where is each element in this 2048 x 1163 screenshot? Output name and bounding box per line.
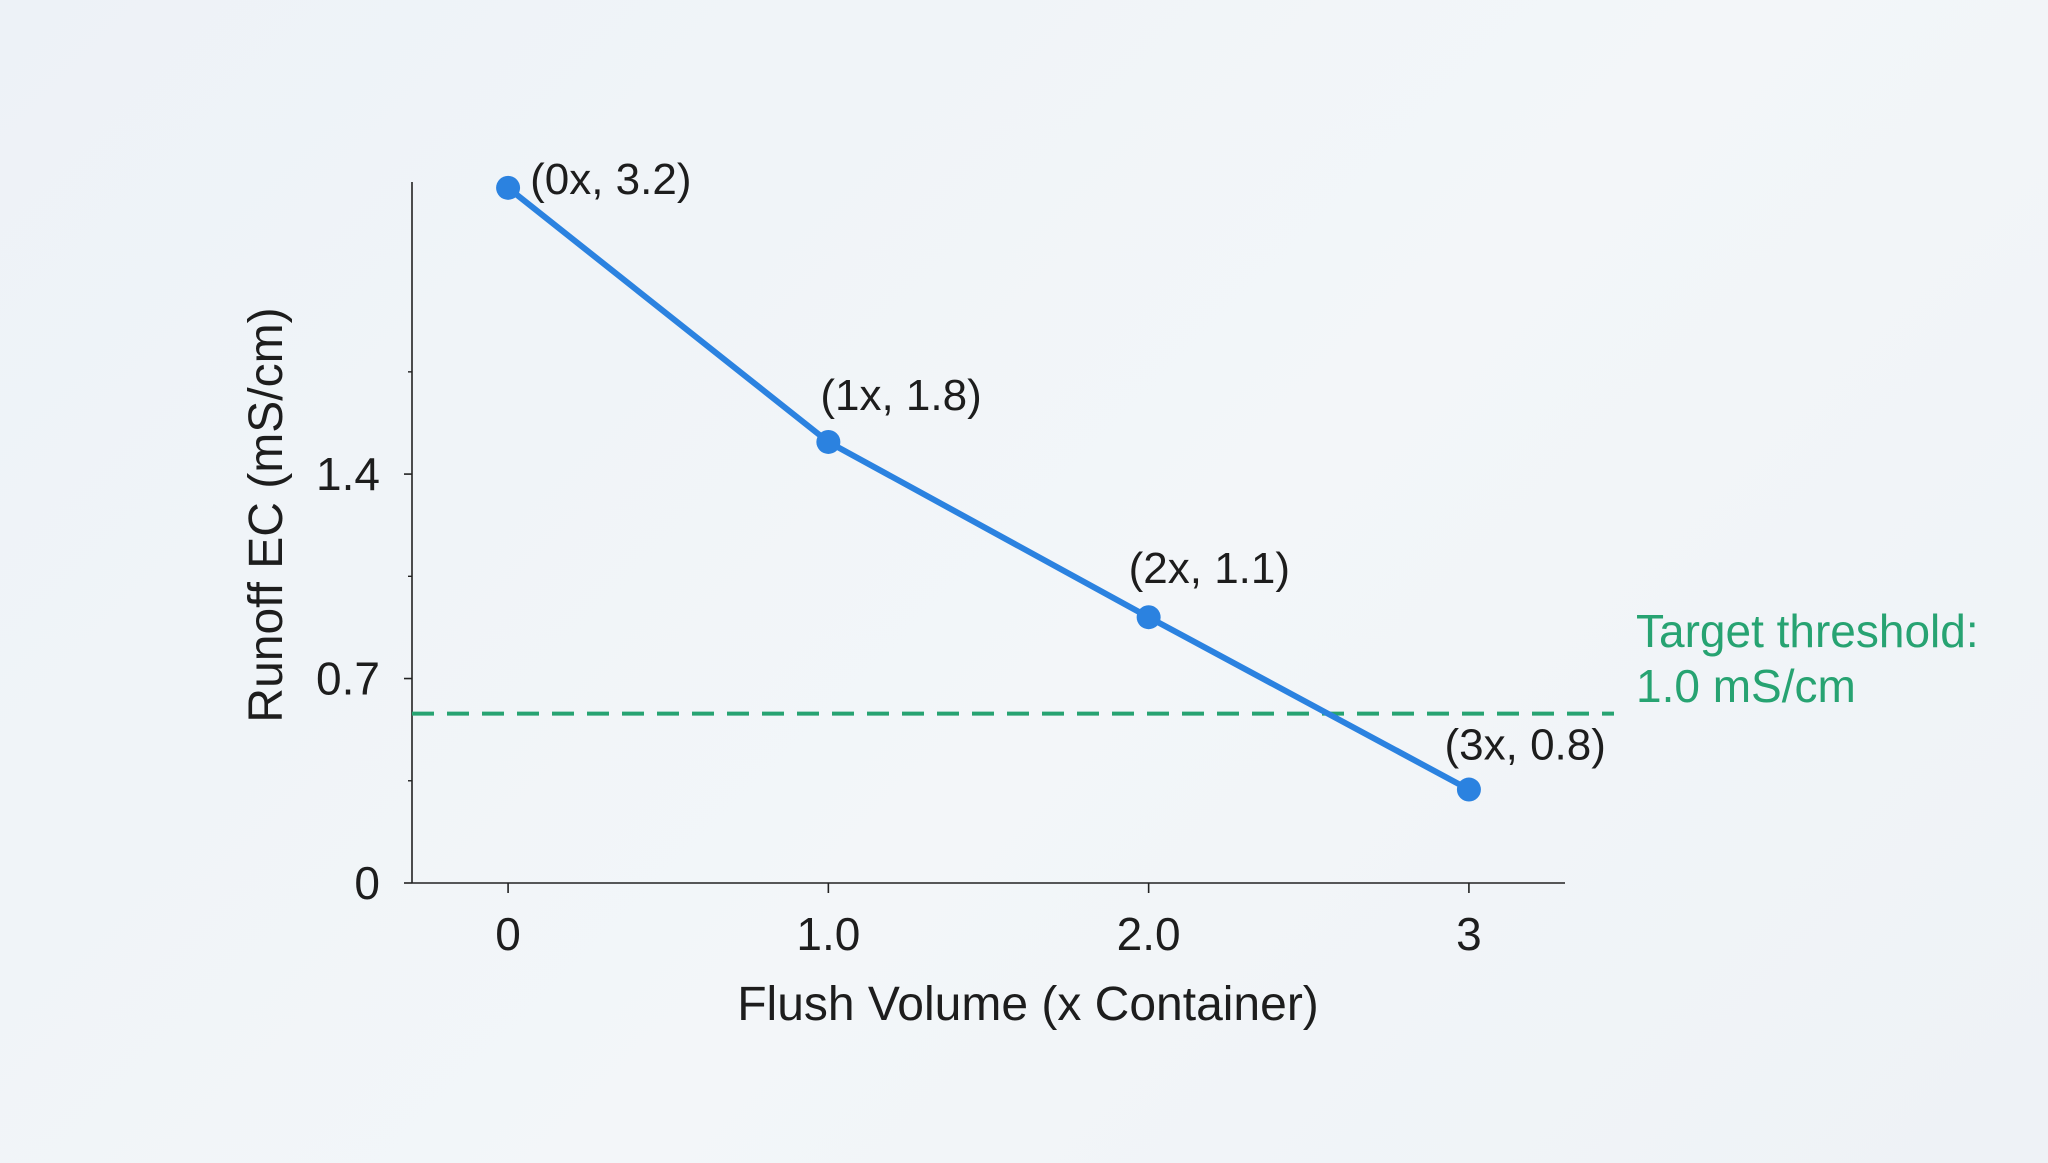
data-label: (2x, 1.1) (1129, 544, 1290, 593)
threshold-label: Target threshold: (1636, 605, 1979, 657)
x-tick-label: 2.0 (1117, 908, 1181, 960)
x-tick-label: 1.0 (796, 908, 860, 960)
x-tick-label: 0 (495, 908, 521, 960)
y-tick-label: 0.7 (316, 653, 380, 705)
data-label: (3x, 0.8) (1445, 721, 1606, 770)
x-tick-label: 3 (1456, 908, 1482, 960)
series-line (505, 184, 1472, 793)
y-axis-title: Runoff EC (mS/cm) (240, 307, 293, 722)
data-point (496, 175, 521, 200)
data-label: (1x, 1.8) (820, 371, 981, 420)
data-point (1136, 605, 1161, 630)
y-tick-label: 0 (354, 857, 380, 909)
data-point (1456, 777, 1481, 802)
y-tick-label: 1.4 (316, 448, 380, 500)
x-axis-title: Flush Volume (x Container) (737, 978, 1319, 1031)
data-label: (0x, 3.2) (530, 155, 691, 204)
threshold-value-label: 1.0 mS/cm (1636, 660, 1856, 712)
data-point (816, 429, 841, 454)
